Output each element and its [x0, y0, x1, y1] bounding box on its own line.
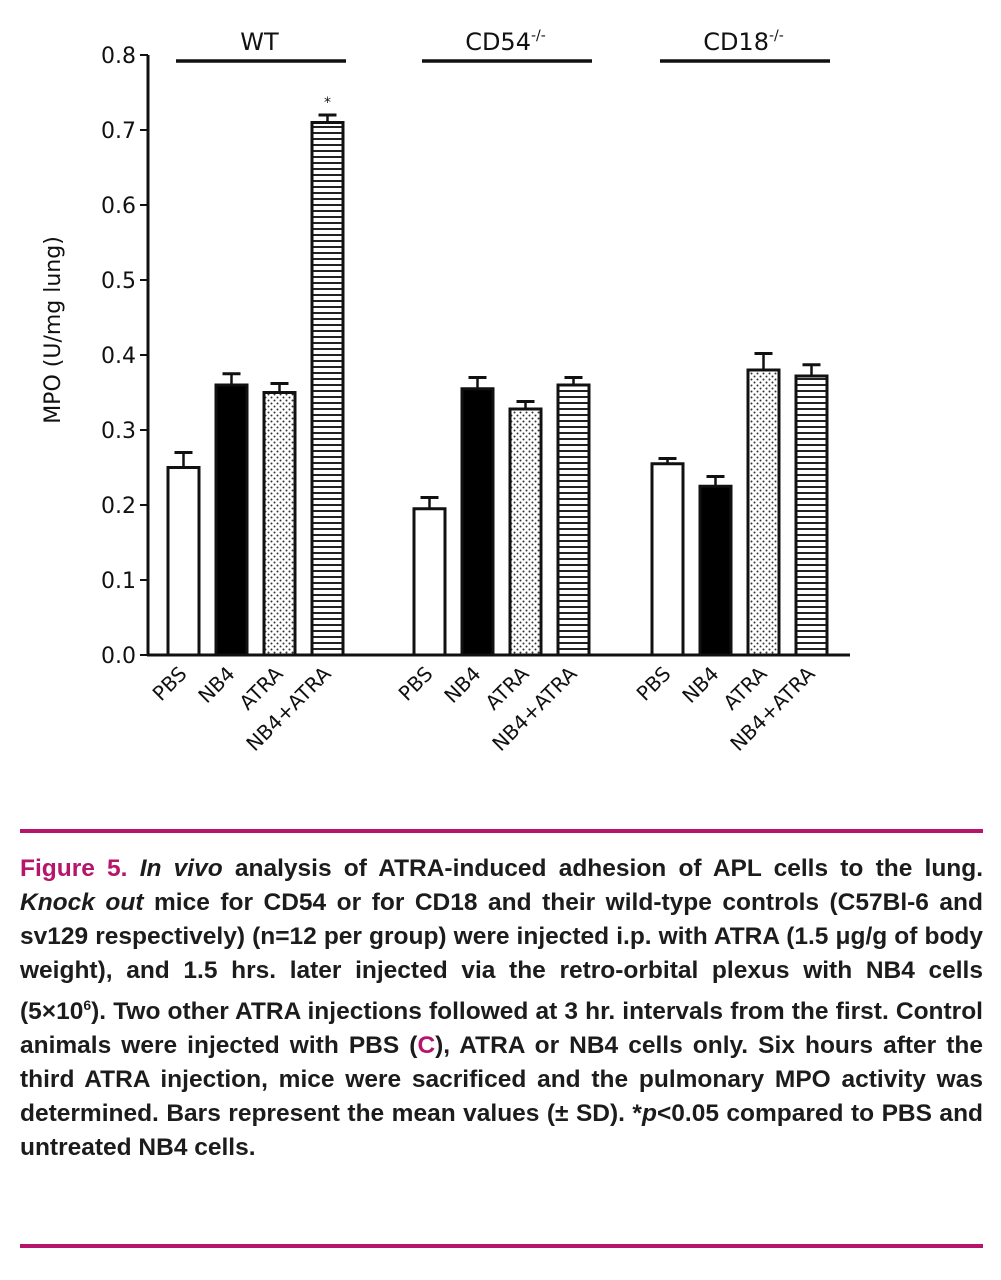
caption-c-letter: C: [417, 1032, 436, 1060]
bar: [166, 466, 201, 657]
y-tick-label: 0.0: [101, 644, 136, 669]
y-tick-label: 0.3: [101, 419, 136, 444]
bar: [460, 387, 495, 657]
caption-p-italic: p: [641, 1100, 657, 1128]
x-tick-label: PBS: [394, 662, 438, 706]
bar: [412, 507, 447, 657]
bar-chart: MPO (U/mg lung) 0.0 0.1 0.2 0.3 0.4 0.5 0.6 0.7…: [41, 28, 850, 756]
bar: [794, 374, 829, 657]
y-tick-label: 0.4: [101, 344, 136, 369]
x-tick-label: NB4: [193, 662, 239, 708]
bar: [698, 484, 733, 657]
caption-part-4: ), ATRA or NB4 cells only. Six hours aft…: [20, 1032, 983, 1128]
caption-bottom-rule: [20, 1244, 983, 1248]
x-tick-label: PBS: [632, 662, 676, 706]
bar: [310, 121, 345, 657]
group-label: WT: [240, 28, 279, 56]
group-labels: WT CD54-/- CD18-/-: [176, 28, 830, 63]
figure-label: Figure 5.: [20, 855, 128, 882]
caption-part-5: <0.05 compared to PBS and untreated NB4 …: [20, 1100, 983, 1162]
y-tick-label: 0.6: [101, 194, 136, 219]
bar: [214, 383, 249, 657]
bars: *: [166, 95, 829, 657]
x-tick-label: NB4: [677, 662, 723, 708]
bar: [746, 368, 781, 657]
caption-in-vivo: In vivo: [139, 855, 223, 882]
significance-annotation: *: [324, 95, 331, 111]
y-axis-label: MPO (U/mg lung): [41, 236, 66, 424]
x-tick-label: PBS: [148, 662, 192, 706]
bar: [508, 407, 543, 657]
caption-part-2: mice for CD54 or for CD18 and their wild…: [20, 889, 983, 1026]
y-tick-label: 0.7: [101, 119, 136, 144]
y-tick-label: 0.5: [101, 269, 136, 294]
bar: [650, 462, 685, 657]
group-label: CD54-/-: [465, 28, 546, 56]
figure-caption: Figure 5. In vivo analysis of ATRA-induc…: [20, 852, 983, 1165]
caption-part-3: ). Two other ATRA injections followed at…: [20, 998, 983, 1060]
caption-part-1: analysis of ATRA-induced adhesion of APL…: [234, 855, 984, 882]
bar: [262, 391, 297, 657]
x-tick-label: NB4: [439, 662, 485, 708]
caption-exponent: 6: [83, 997, 92, 1013]
bar: [556, 383, 591, 657]
group-label: CD18-/-: [703, 28, 784, 56]
caption-knock-out: Knock out: [20, 889, 144, 916]
caption-top-rule: [20, 829, 983, 833]
y-tick-label: 0.2: [101, 494, 136, 519]
y-tick-label: 0.1: [101, 569, 136, 594]
y-tick-label: 0.8: [101, 44, 136, 69]
